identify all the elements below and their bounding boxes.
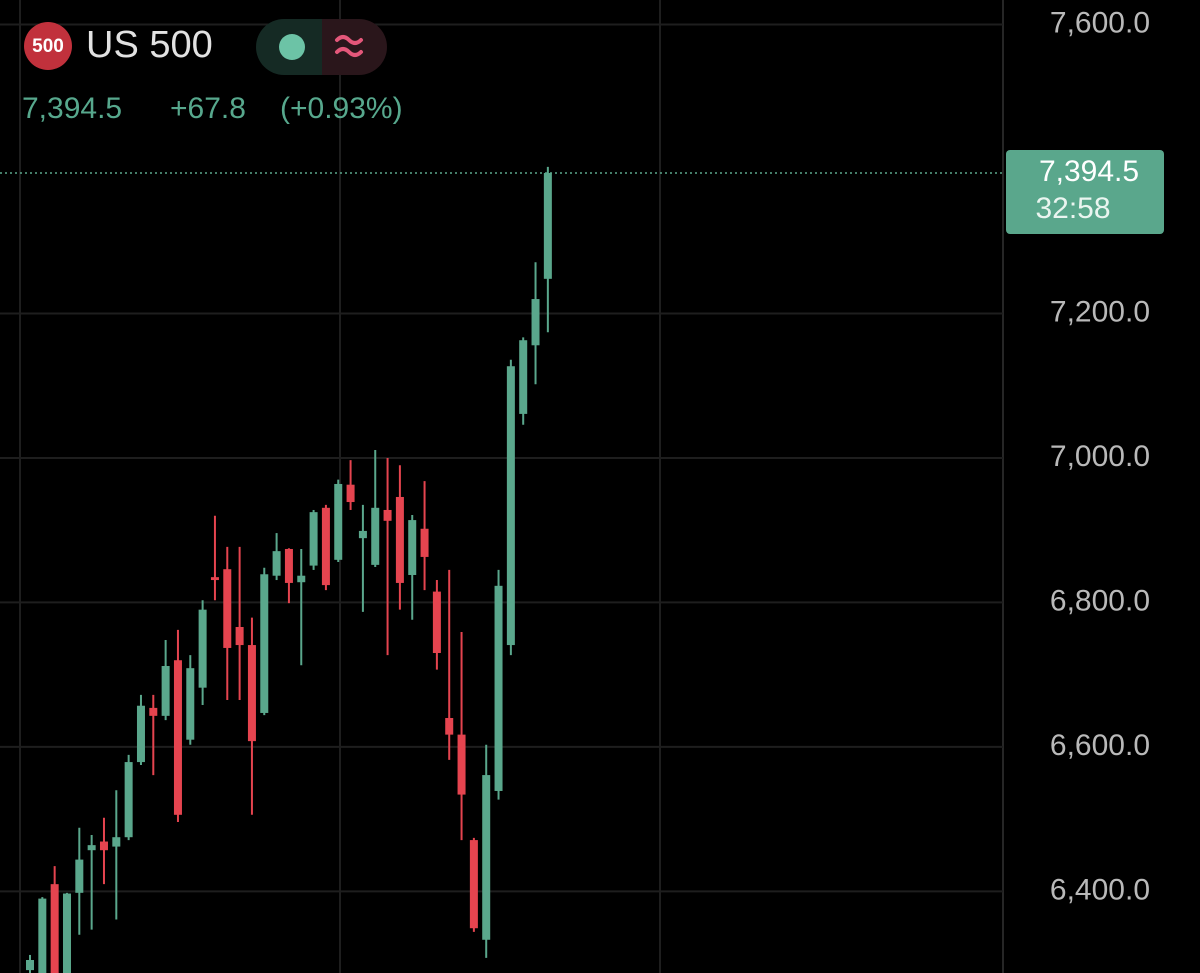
last-price-label: 7,394.5: [1039, 155, 1139, 188]
candle-body: [198, 609, 207, 688]
candle-body: [297, 575, 306, 583]
y-tick-label: 6,600.0: [1050, 729, 1150, 762]
candle-body: [161, 666, 170, 716]
candle-body: [149, 707, 158, 716]
candle-body: [494, 585, 503, 791]
header-price: 7,394.5: [22, 92, 122, 125]
candle-body: [260, 574, 269, 713]
candles: [26, 166, 552, 973]
candle-body: [531, 299, 540, 346]
symbol-badge: [24, 22, 72, 70]
candle-body: [457, 734, 466, 795]
candle-body: [309, 512, 318, 566]
candle-body: [395, 496, 404, 583]
y-tick-label: 6,800.0: [1050, 584, 1150, 617]
candle-body: [223, 569, 232, 648]
y-tick-label: 7,200.0: [1050, 295, 1150, 328]
candle-body: [519, 340, 528, 414]
candle-body: [112, 837, 121, 847]
candle-body: [87, 845, 96, 851]
candle-body: [99, 841, 108, 851]
toggle-right: [322, 19, 387, 75]
y-tick-label: 6,400.0: [1050, 873, 1150, 906]
candle-body: [445, 718, 454, 735]
candle-body: [383, 509, 392, 521]
y-tick-label: 7,000.0: [1050, 440, 1150, 473]
header-change-percent: (+0.93%): [280, 92, 403, 125]
candle-body: [371, 507, 380, 565]
candle-body: [235, 626, 244, 646]
candle-body: [482, 775, 491, 940]
y-tick-label: 7,600.0: [1050, 6, 1150, 39]
candle-body: [432, 591, 441, 654]
symbol-title: US 500: [86, 24, 213, 66]
candle-body: [186, 668, 195, 740]
candle-body: [543, 173, 552, 279]
status-toggle[interactable]: [256, 19, 387, 75]
candle-body: [26, 959, 34, 971]
status-dot: [279, 34, 305, 60]
candle-body: [62, 893, 71, 973]
candle-body: [173, 660, 182, 815]
candle-body: [38, 898, 47, 973]
candle-body: [469, 840, 478, 929]
symbol-badge-text: 500: [32, 36, 64, 57]
overlay: 7,600.0 7,200.0 7,000.0 6,800.0 6,600.0 6,400…: [0, 6, 1164, 906]
candle-body: [75, 859, 84, 893]
candle-body: [50, 884, 59, 973]
candle-body: [420, 528, 429, 557]
candle-body: [346, 484, 355, 503]
candle-body: [506, 366, 515, 646]
approx-icon: [335, 35, 363, 57]
header-change: +67.8: [170, 92, 246, 125]
candle-body: [210, 577, 219, 581]
candle-body: [358, 530, 367, 539]
last-price-tag: [1006, 150, 1164, 235]
candle-body: [247, 645, 256, 742]
candle-body: [136, 705, 145, 763]
candle-body: [321, 507, 330, 586]
candle-body: [334, 483, 343, 560]
candle-body: [272, 551, 281, 576]
candle-body: [124, 762, 133, 838]
countdown: 32:58: [1035, 192, 1110, 225]
candle-body: [408, 520, 417, 575]
candle-body: [284, 548, 293, 583]
